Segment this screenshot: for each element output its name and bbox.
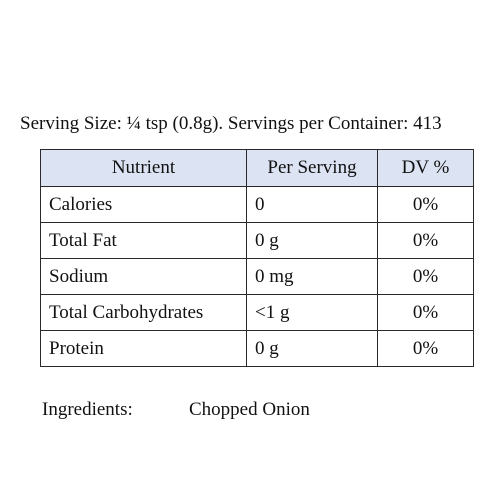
table-row: Sodium 0 mg 0%	[40, 258, 474, 295]
header-per-serving: Per Serving	[246, 149, 378, 187]
per-serving-value: 0 mg	[246, 258, 378, 295]
nutrient-name: Calories	[40, 186, 247, 223]
table-row: Calories 0 0%	[40, 186, 474, 223]
per-serving-value: 0 g	[246, 222, 378, 259]
table-row: Protein 0 g 0%	[40, 330, 474, 367]
dv-percent-value: 0%	[377, 330, 474, 367]
header-dv-percent: DV %	[377, 149, 474, 187]
ingredients-value: Chopped Onion	[189, 399, 310, 420]
table-header-row: Nutrient Per Serving DV %	[40, 149, 474, 187]
nutrition-table: Nutrient Per Serving DV % Calories 0 0% …	[40, 149, 474, 367]
ingredients-label: Ingredients:	[42, 399, 133, 420]
dv-percent-value: 0%	[377, 222, 474, 259]
dv-percent-value: 0%	[377, 294, 474, 331]
ingredients-line: Ingredients: Chopped Onion	[42, 398, 310, 422]
serving-size-line: Serving Size: ¼ tsp (0.8g). Servings per…	[20, 113, 442, 134]
per-serving-value: 0 g	[246, 330, 378, 367]
nutrient-name: Total Fat	[40, 222, 247, 259]
nutrient-name: Sodium	[40, 258, 247, 295]
per-serving-value: 0	[246, 186, 378, 223]
dv-percent-value: 0%	[377, 186, 474, 223]
nutrient-name: Protein	[40, 330, 247, 367]
table-row: Total Fat 0 g 0%	[40, 222, 474, 259]
nutrient-name: Total Carbohydrates	[40, 294, 247, 331]
dv-percent-value: 0%	[377, 258, 474, 295]
header-nutrient: Nutrient	[40, 149, 247, 187]
per-serving-value: <1 g	[246, 294, 378, 331]
table-row: Total Carbohydrates <1 g 0%	[40, 294, 474, 331]
